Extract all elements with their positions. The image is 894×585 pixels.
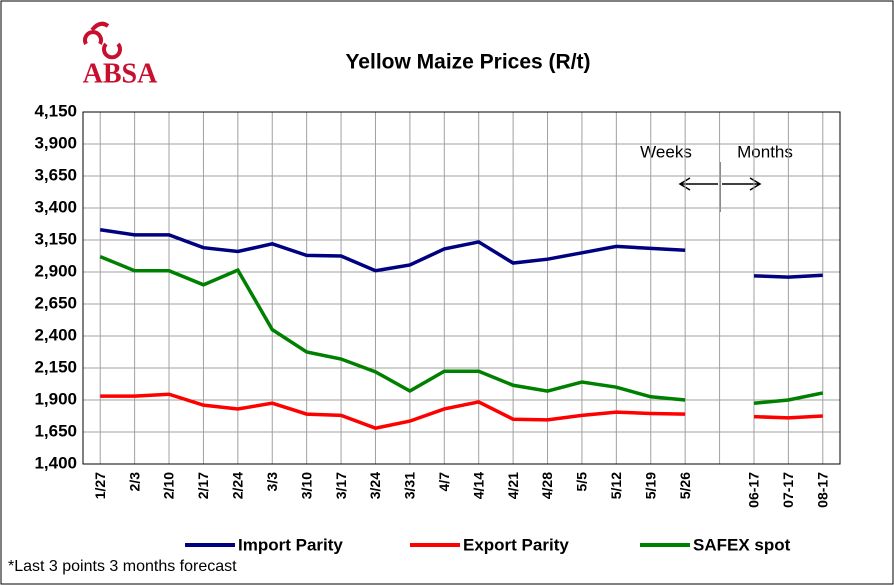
- legend-label: SAFEX spot: [693, 535, 791, 554]
- logo-mark: [83, 21, 122, 60]
- plot-area: [82, 111, 841, 465]
- x-tick-label: 4/21: [505, 472, 521, 499]
- annotation: Months: [737, 142, 793, 161]
- x-tick-label: 5/26: [677, 472, 693, 499]
- y-tick-label: 3,650: [34, 165, 77, 184]
- x-tick-label: 06-17: [746, 472, 762, 508]
- annotation: Weeks: [640, 142, 692, 161]
- x-tick-label: 3/10: [298, 472, 314, 499]
- y-tick-label: 3,900: [34, 133, 77, 152]
- y-tick-label: 4,150: [34, 101, 77, 120]
- x-tick-label: 5/5: [574, 472, 590, 492]
- legend-label: Export Parity: [463, 535, 569, 554]
- x-tick-label: 08-17: [814, 472, 830, 508]
- x-tick-label: 2/17: [195, 472, 211, 499]
- x-tick-label: 2/3: [126, 472, 142, 492]
- y-tick-label: 1,650: [34, 421, 77, 440]
- x-tick-label: 5/19: [642, 472, 658, 499]
- x-tick-label: 5/12: [608, 472, 624, 499]
- x-tick-label: 4/28: [539, 472, 555, 499]
- y-tick-label: 1,400: [34, 453, 77, 472]
- y-tick-label: 3,400: [34, 197, 77, 216]
- x-tick-label: 1/27: [92, 472, 108, 499]
- x-tick-label: 3/17: [333, 472, 349, 499]
- y-tick-label: 3,150: [34, 229, 77, 248]
- legend-label: Import Parity: [238, 535, 343, 554]
- y-tick-label: 1,900: [34, 389, 77, 408]
- x-tick-label: 4/14: [470, 472, 486, 499]
- logo: ABSA: [83, 58, 158, 89]
- y-tick-label: 2,900: [34, 261, 77, 280]
- x-tick-label: 3/3: [264, 472, 280, 492]
- y-tick-label: 2,400: [34, 325, 77, 344]
- x-tick-label: 4/7: [436, 472, 452, 492]
- x-tick-label: 2/24: [230, 472, 246, 499]
- x-tick-label: 3/24: [367, 472, 383, 499]
- x-tick-label: 3/31: [402, 472, 418, 499]
- arrows: [678, 177, 762, 191]
- x-tick-label: 2/10: [161, 472, 177, 499]
- series-line: [99, 255, 824, 405]
- series-line: [100, 392, 823, 430]
- y-tick-label: 2,150: [34, 357, 77, 376]
- x-tick-label: 07-17: [780, 472, 796, 508]
- footnote: *Last 3 points 3 months forecast: [8, 558, 237, 575]
- chart-title: Yellow Maize Prices (R/t): [345, 51, 590, 74]
- y-tick-label: 2,650: [34, 293, 77, 312]
- series-line: [99, 228, 823, 279]
